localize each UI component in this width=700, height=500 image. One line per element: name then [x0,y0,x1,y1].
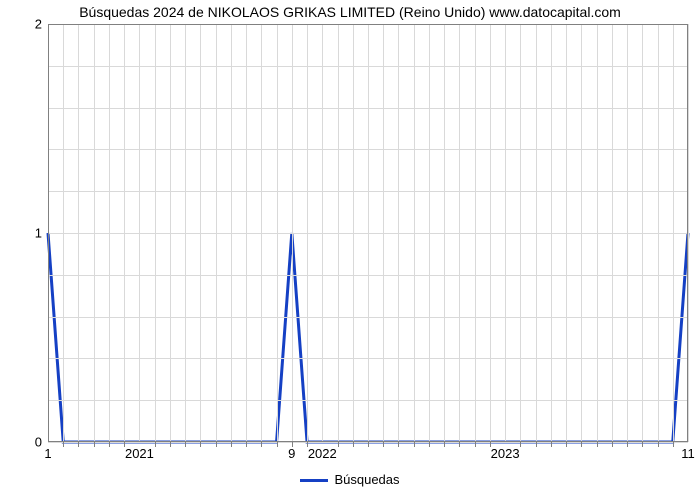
gridline-v [627,24,628,442]
legend: Búsquedas [0,472,700,487]
gridline-v [63,24,64,442]
gridline-v [490,24,491,442]
xtick-minor [200,442,201,447]
gridline-v [124,24,125,442]
xtick-minor [246,442,247,447]
gridline-v [383,24,384,442]
xtick-minor [155,442,156,447]
gridline-v [414,24,415,442]
xtick-minor [597,442,598,447]
gridline-v [398,24,399,442]
gridline-v [261,24,262,442]
gridline-v [688,24,689,442]
xtick-minor [642,442,643,447]
gridline-v [581,24,582,442]
xtick-minor [368,442,369,447]
gridline-v [444,24,445,442]
gridline-v [231,24,232,442]
gridline-v [185,24,186,442]
xtick-label: 2023 [491,446,520,461]
gridline-v [673,24,674,442]
gridline-v [200,24,201,442]
xtick-minor [307,442,308,447]
xtick-minor [429,442,430,447]
gridline-v [139,24,140,442]
gridline-v [658,24,659,442]
xtick-minor [338,442,339,447]
xtick-minor [612,442,613,447]
xtick-minor [261,442,262,447]
gridline-v [246,24,247,442]
xtick-minor [78,442,79,447]
plot-area: 0122021202220231119 [48,24,688,442]
xtick-minor [63,442,64,447]
xtick-minor [566,442,567,447]
xtick-edge-label: 11 [681,446,695,461]
xtick-minor [459,442,460,447]
xtick-extra-label: 9 [288,446,295,461]
gridline-v [566,24,567,442]
gridline-v [292,24,293,442]
axis-left [48,24,49,442]
xtick-minor [475,442,476,447]
gridline-v [94,24,95,442]
xtick-minor [414,442,415,447]
xtick-minor [231,442,232,447]
xtick-edge-label: 1 [44,446,51,461]
xtick-minor [292,442,293,447]
gridline-v [597,24,598,442]
axis-right [687,24,688,442]
gridline-v [216,24,217,442]
xtick-minor [398,442,399,447]
gridline-v [170,24,171,442]
xtick-minor [581,442,582,447]
xtick-minor [185,442,186,447]
gridline-v [642,24,643,442]
xtick-minor [658,442,659,447]
gridline-v [551,24,552,442]
gridline-v [277,24,278,442]
gridline-v [109,24,110,442]
legend-label: Búsquedas [334,472,399,487]
gridline-v [338,24,339,442]
xtick-minor [216,442,217,447]
xtick-minor [170,442,171,447]
xtick-minor [536,442,537,447]
gridline-v [520,24,521,442]
gridline-v [78,24,79,442]
xtick-minor [94,442,95,447]
xtick-minor [490,442,491,447]
xtick-minor [444,442,445,447]
gridline-v [307,24,308,442]
gridline-v [429,24,430,442]
gridline-v [475,24,476,442]
gridline-v [353,24,354,442]
gridline-v [322,24,323,442]
gridline-v [536,24,537,442]
xtick-label: 2021 [125,446,154,461]
legend-swatch [300,479,328,482]
xtick-minor [383,442,384,447]
gridline-v [368,24,369,442]
xtick-minor [520,442,521,447]
xtick-minor [551,442,552,447]
xtick-minor [277,442,278,447]
ytick-label: 2 [35,17,42,32]
ytick-label: 1 [35,226,42,241]
xtick-minor [627,442,628,447]
gridline-v [612,24,613,442]
xtick-minor [673,442,674,447]
xtick-minor [109,442,110,447]
ytick-label: 0 [35,435,42,450]
xtick-label: 2022 [308,446,337,461]
gridline-v [505,24,506,442]
xtick-minor [353,442,354,447]
gridline-v [459,24,460,442]
axis-top [48,24,688,25]
chart-title: Búsquedas 2024 de NIKOLAOS GRIKAS LIMITE… [0,4,700,20]
gridline-v [155,24,156,442]
xtick-minor [124,442,125,447]
